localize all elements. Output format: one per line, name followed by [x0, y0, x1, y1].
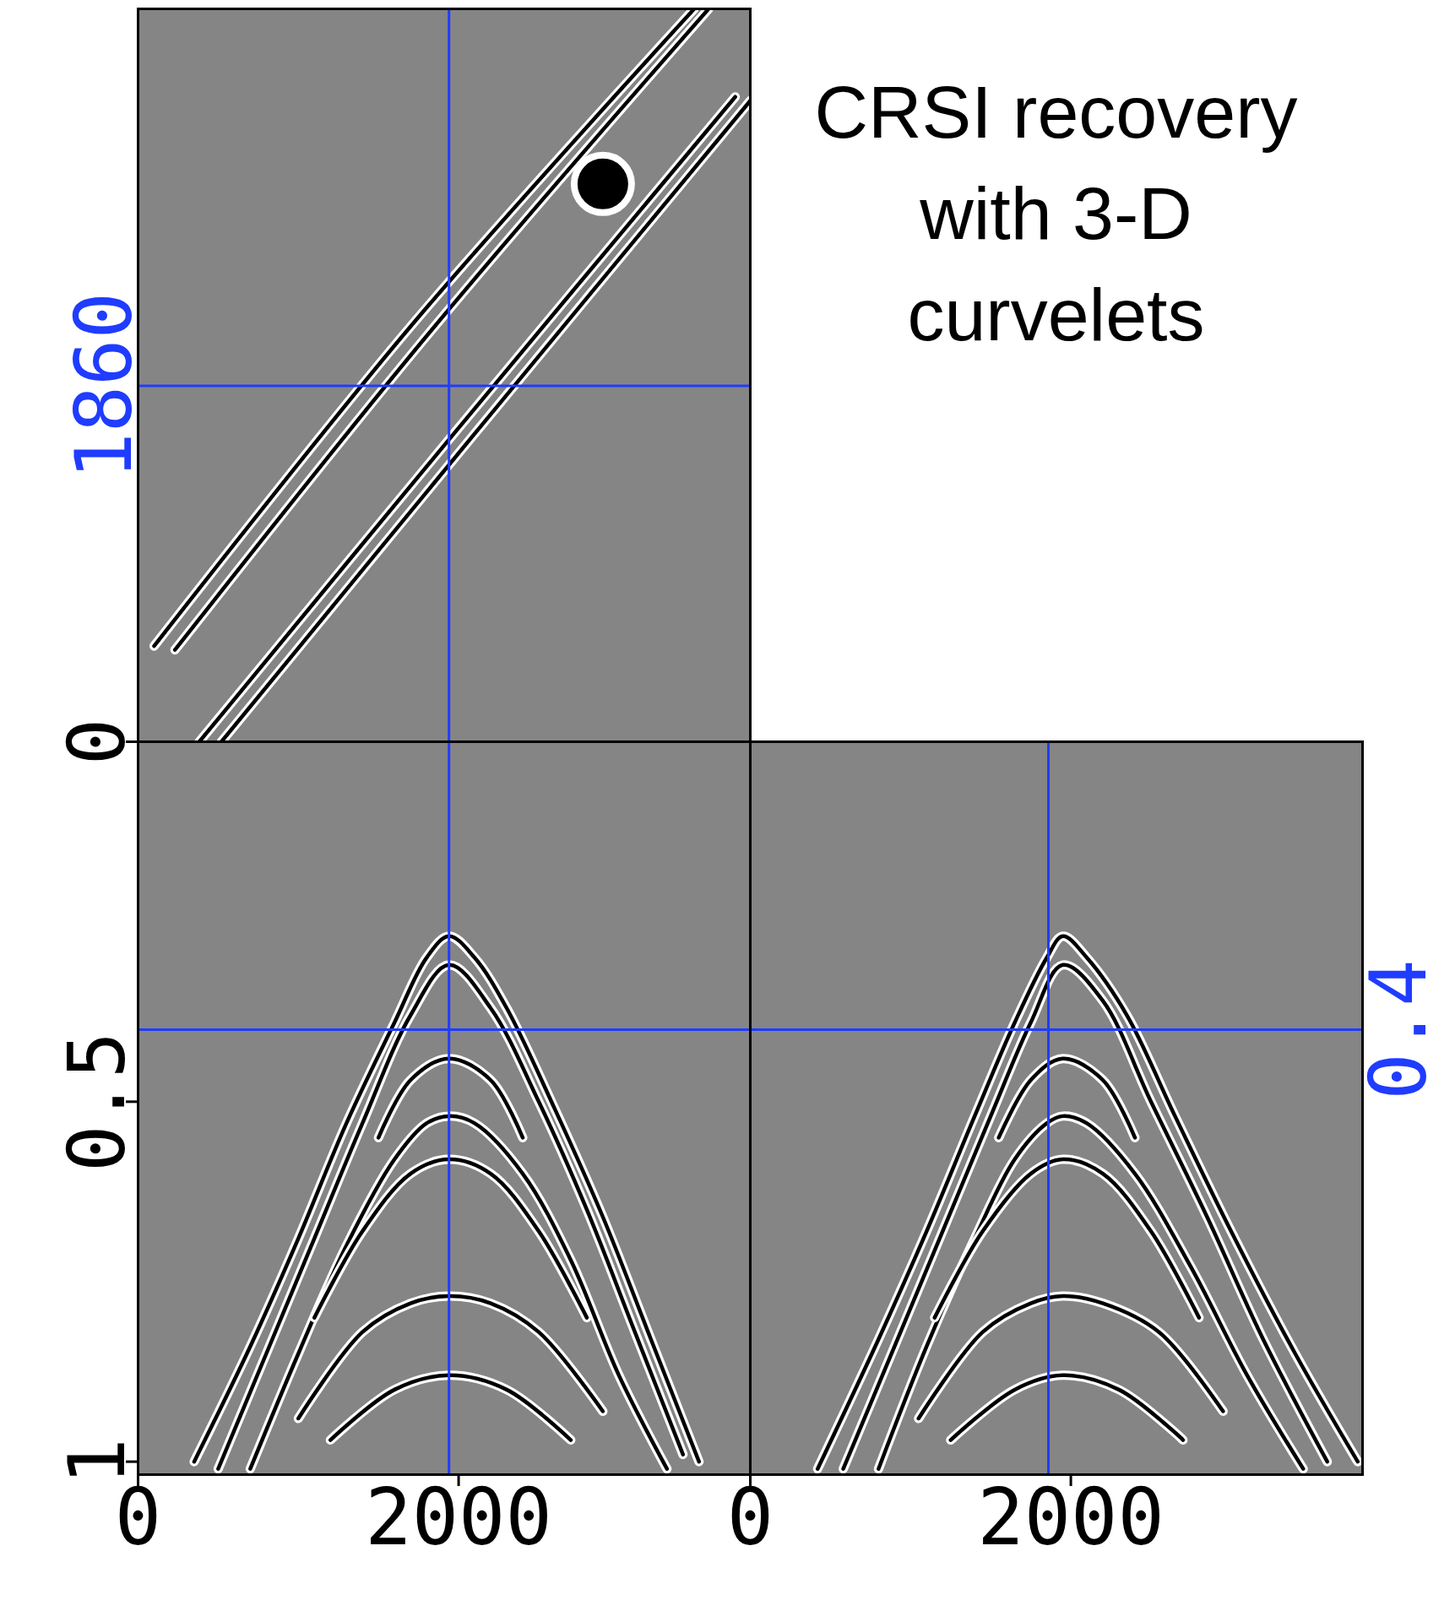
svg-text:2000: 2000 [364, 1472, 553, 1564]
svg-text:2000: 2000 [977, 1472, 1165, 1564]
svg-text:0: 0 [52, 718, 143, 766]
html-text:CRSI recovery with 3-D curvele: CRSI recovery with 3-D curvelets [814, 70, 1298, 357]
svg-text:1860: 1860 [59, 292, 150, 480]
svg-text:0: 0 [727, 1472, 774, 1564]
svg-text:1: 1 [52, 1438, 143, 1485]
svg-text:0.5: 0.5 [52, 1031, 143, 1173]
svg-text:0: 0 [114, 1472, 162, 1564]
svg-text:0.4: 0.4 [1353, 959, 1445, 1100]
